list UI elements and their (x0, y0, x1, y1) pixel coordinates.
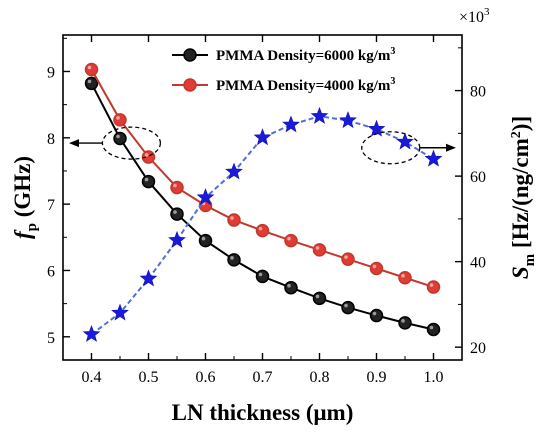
series-point-1 (398, 271, 412, 285)
series-point-1 (170, 180, 184, 195)
y-left-tick-label: 7 (47, 197, 55, 214)
y-right-axis-title: Sm [Hz/(ng/cm2)] (508, 116, 538, 279)
series-point-highlight (116, 116, 120, 120)
series-star-point (225, 162, 243, 180)
series-point-highlight (258, 272, 263, 277)
series-point-highlight (429, 283, 434, 287)
series-point-highlight (230, 216, 234, 220)
annotation-arrowhead (446, 143, 456, 152)
series-star-point (424, 149, 443, 167)
y-right-tick-label: 20 (470, 340, 486, 357)
series-point-highlight (344, 255, 348, 259)
x-tick-label: 0.5 (139, 369, 159, 386)
legend-label-0: PMMA Density=6000 kg/m3 (216, 46, 395, 64)
y-left-tick-label: 6 (47, 263, 55, 280)
series-point-highlight (287, 236, 291, 241)
series-point-highlight (258, 226, 263, 231)
series-point-highlight (144, 153, 149, 157)
series-point-0 (84, 76, 99, 91)
series-point-0 (198, 233, 213, 248)
series-star-point (282, 115, 300, 133)
series-point-highlight (201, 236, 206, 241)
series-point-highlight (401, 319, 405, 323)
x-tick-label: 1.0 (424, 369, 444, 386)
series-point-highlight (116, 134, 120, 139)
series-point-1 (227, 213, 241, 227)
series-point-1 (426, 280, 441, 294)
legend-marker-0 (183, 48, 197, 62)
series-star-point (253, 128, 272, 146)
y-right-tick-label: 60 (470, 169, 486, 186)
legend-marker-1 (183, 78, 197, 92)
series-point-1 (369, 261, 384, 276)
x-tick-label: 0.7 (253, 369, 273, 386)
x-tick-label: 0.4 (82, 369, 102, 386)
plot-area (62, 34, 463, 361)
series-point-highlight (173, 210, 177, 214)
series-point-highlight (429, 325, 434, 330)
series-star-point (310, 106, 329, 124)
series-star-point (396, 132, 414, 150)
series-point-0 (398, 316, 412, 330)
y-left-tick-label: 9 (47, 64, 55, 81)
series-star-point (196, 188, 215, 206)
series-point-1 (84, 62, 99, 77)
series-star-point (82, 324, 101, 342)
series-point-highlight (173, 183, 177, 188)
series-point-highlight (144, 177, 149, 182)
x-axis-title: LN thickness (μm) (172, 400, 354, 425)
series-star-point (111, 303, 129, 321)
series-point-1 (255, 223, 270, 238)
series-star-point (168, 230, 186, 248)
series-point-0 (170, 207, 184, 221)
series-point-0 (113, 131, 127, 146)
series-point-highlight (87, 79, 92, 84)
y-right-multiplier: ×103 (459, 6, 490, 26)
series-point-highlight (372, 264, 377, 269)
series-point-0 (255, 269, 270, 284)
series-point-highlight (230, 256, 234, 260)
series-point-0 (312, 291, 327, 306)
series-point-0 (369, 308, 384, 323)
series-point-highlight (315, 294, 320, 299)
x-tick-label: 0.9 (367, 369, 387, 386)
y-right-tick-label: 40 (470, 255, 486, 272)
series-star-point (339, 111, 357, 129)
legend-label-1: PMMA Density=4000 kg/m3 (216, 76, 395, 94)
series-point-0 (426, 322, 441, 337)
labels: 0.4 0.5 0.6 0.7 0.8 0.9 1.0 5 6 7 8 9 20 40 60 80 ×103 LN… (10, 6, 538, 425)
series-point-1 (341, 252, 355, 266)
series-point-0 (341, 300, 355, 315)
y-left-axis-title: fp (GHz) (10, 156, 40, 239)
series-star-point (139, 269, 158, 287)
series-point-0 (284, 280, 298, 295)
series-point-1 (113, 113, 127, 127)
series-point-highlight (372, 311, 377, 316)
series-point-1 (284, 233, 298, 248)
y-right-tick-label: 80 (470, 84, 486, 101)
series-point-1 (312, 243, 327, 257)
x-tick-label: 0.6 (196, 369, 216, 386)
series-point-highlight (401, 273, 405, 278)
series-point-0 (227, 253, 241, 267)
series-point-0 (141, 174, 156, 189)
series-star-point (367, 119, 386, 137)
y-left-tick-label: 5 (47, 330, 55, 347)
series-point-highlight (287, 283, 291, 288)
series-point-highlight (87, 65, 92, 70)
x-tick-label: 0.8 (310, 369, 330, 386)
series-point-highlight (344, 303, 348, 308)
series-point-highlight (315, 246, 320, 250)
annotation-arrowhead (69, 139, 79, 148)
y-left-tick-label: 8 (47, 131, 55, 148)
